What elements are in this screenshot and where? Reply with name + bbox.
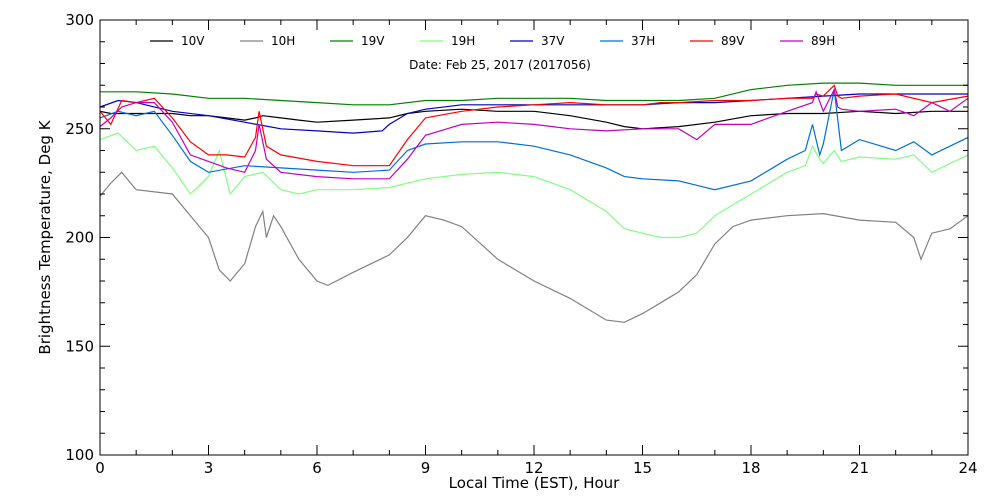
series-line-37h xyxy=(99,89,969,191)
legend-label-89v: 89V xyxy=(721,34,745,48)
ticks-layer: 0 3 6 9 12 15 18 21 24 100 150 200 250 300 xyxy=(65,11,977,477)
series-line-89v xyxy=(99,84,969,167)
legend: 10V 10H 19V 19H 37V 37H 89V 89H xyxy=(150,34,835,48)
x-tick-label: 15 xyxy=(633,459,652,477)
x-tick-label: 24 xyxy=(958,459,977,477)
x-tick-label: 12 xyxy=(524,459,543,477)
series-layer xyxy=(99,82,969,323)
y-tick-label: 150 xyxy=(65,337,94,355)
legend-label-10h: 10H xyxy=(271,34,295,48)
chart-subtitle: Date: Feb 25, 2017 (2017056) xyxy=(409,58,591,72)
x-tick-label: 3 xyxy=(204,459,214,477)
y-tick-label: 300 xyxy=(65,11,94,29)
series-line-37v xyxy=(99,93,968,134)
x-tick-label: 21 xyxy=(850,459,869,477)
legend-label-37h: 37H xyxy=(631,34,655,48)
series-line-19v xyxy=(100,82,968,106)
x-tick-label: 0 xyxy=(95,459,105,477)
x-tick-label: 6 xyxy=(312,459,322,477)
y-axis-title: Brightness Temperature, Deg K xyxy=(36,119,54,354)
y-tick-label: 100 xyxy=(65,446,94,464)
x-tick-label: 9 xyxy=(421,459,431,477)
y-tick-label: 250 xyxy=(65,120,94,138)
y-tick-label: 200 xyxy=(65,229,94,247)
series-line-10h xyxy=(99,171,969,323)
legend-label-89h: 89H xyxy=(811,34,835,48)
x-axis-title: Local Time (EST), Hour xyxy=(449,474,620,492)
series-line-89h xyxy=(99,87,969,180)
x-tick-label: 18 xyxy=(741,459,760,477)
series-line-19h xyxy=(99,132,969,239)
plot-frame xyxy=(99,19,969,456)
legend-label-19h: 19H xyxy=(451,34,475,48)
legend-label-37v: 37V xyxy=(541,34,565,48)
legend-label-19v: 19V xyxy=(361,34,385,48)
legend-label-10v: 10V xyxy=(181,34,205,48)
